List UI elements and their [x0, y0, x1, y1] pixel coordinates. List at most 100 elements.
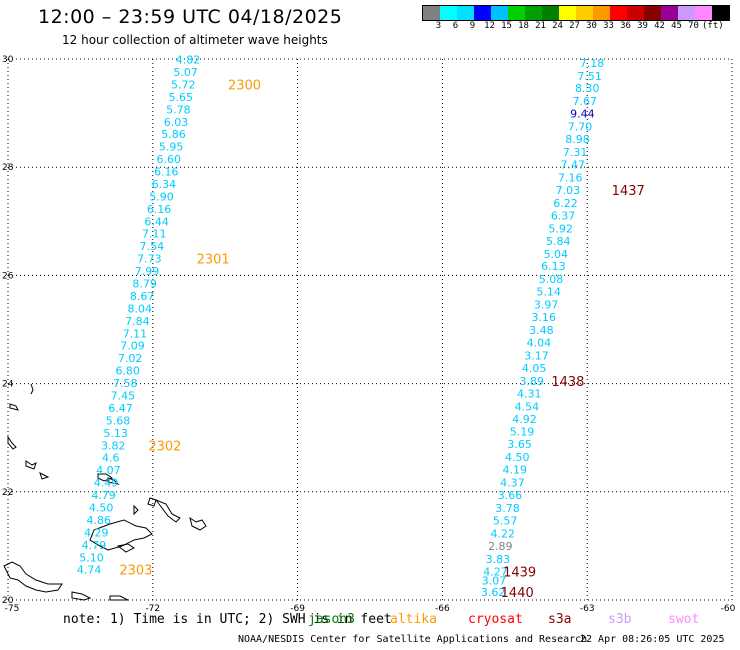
- island-outline: [154, 498, 181, 523]
- wave-height-value: 6.47: [108, 402, 133, 415]
- color-scale-label: 27: [569, 21, 580, 31]
- wave-height-value: 4.54: [515, 400, 540, 413]
- color-swatch: [593, 6, 610, 20]
- color-scale-label: 6: [452, 21, 459, 31]
- wave-height-value: 7.03: [556, 184, 581, 197]
- wave-height-value: 7.11: [123, 327, 148, 340]
- color-swatch: [491, 6, 508, 20]
- color-scale-label: 18: [518, 21, 529, 31]
- wave-height-value: 7.84: [125, 315, 150, 328]
- wave-height-value: 6.60: [156, 153, 181, 166]
- wave-height-value: 3.17: [524, 349, 549, 362]
- wave-height-value: 6.16: [147, 203, 172, 216]
- wave-height-value: 6.22: [553, 197, 578, 210]
- wave-height-value: 6.16: [154, 166, 179, 179]
- color-scale-label: 24: [552, 21, 563, 31]
- wave-height-value: 7.58: [113, 377, 138, 390]
- wave-height-value: 4.79: [91, 489, 116, 502]
- satellite-legend-s3b: s3b: [608, 612, 632, 627]
- wave-height-value: 4.74: [77, 564, 102, 577]
- satellite-legend-altika: altika: [390, 612, 437, 627]
- credit-text: NOAA/NESDIS Center for Satellite Applica…: [238, 634, 588, 645]
- color-swatch: [712, 6, 729, 20]
- satellite-legend-cryosat: cryosat: [468, 612, 523, 627]
- wave-height-value: 3.48: [529, 324, 554, 337]
- wave-height-value: 4.04: [527, 336, 552, 349]
- wave-height-value: 5.95: [159, 141, 184, 154]
- wave-height-value: 4.27: [483, 565, 508, 578]
- color-swatch: [457, 6, 474, 20]
- wave-height-value: 5.92: [548, 222, 573, 235]
- color-scale-label: (ft): [702, 21, 724, 31]
- color-swatch: [474, 6, 491, 20]
- color-scale-label: 12: [484, 21, 495, 31]
- island-outline: [147, 497, 157, 507]
- wave-height-value: 7.70: [568, 121, 593, 134]
- wave-height-value: 5.19: [510, 426, 535, 439]
- wave-height-value: 9.44: [570, 108, 595, 121]
- pass-time-label: 1437: [612, 184, 645, 199]
- wave-height-value: 5.78: [166, 103, 191, 116]
- wave-height-value: 5.68: [106, 414, 131, 427]
- island-outline: [30, 383, 34, 395]
- color-swatch: [542, 6, 559, 20]
- color-scale-label: 36: [620, 21, 631, 31]
- wave-height-value: 4.07: [96, 464, 121, 477]
- color-swatch: [661, 6, 678, 20]
- color-scale-bar: [422, 5, 730, 21]
- island-outline: [71, 591, 92, 601]
- axis-tick-labels: -75 -72 -69 -66 -63 -60 30 28 26 24 22 20: [2, 55, 736, 614]
- island-outline: [189, 516, 207, 531]
- wave-height-value: 7.31: [563, 146, 588, 159]
- latitude-tick-label: 28: [2, 163, 14, 173]
- wave-height-value: 7.11: [142, 228, 167, 241]
- color-swatch: [678, 6, 695, 20]
- island-outline: [133, 504, 139, 516]
- wave-height-value: 5.86: [161, 128, 186, 141]
- color-scale-label: 30: [586, 21, 597, 31]
- wave-height-value: 7.16: [558, 171, 583, 184]
- color-scale-label: 21: [535, 21, 546, 31]
- wave-height-value: 4.49: [94, 477, 119, 490]
- wave-height-value: 8.79: [132, 278, 157, 291]
- wave-height-value: 4.82: [176, 54, 201, 67]
- satellite-track-right: 7.187.518.307.679.447.708.987.317.477.16…: [481, 57, 645, 601]
- pass-time-label: 1438: [551, 375, 584, 390]
- island-outline: [39, 472, 50, 480]
- color-scale-labels: 3 6 9 12 15 18 21 24 27 30 33 36 39 42 45 70 (ft): [422, 21, 740, 33]
- wave-height-value: 7.99: [135, 265, 160, 278]
- wave-height-value: 5.07: [173, 66, 198, 79]
- wave-height-value: 5.65: [169, 91, 194, 104]
- wave-height-value: 4.50: [505, 451, 530, 464]
- wave-height-value: 7.09: [120, 340, 145, 353]
- wave-height-value: 3.62: [481, 586, 506, 599]
- pass-time-label: 2301: [197, 253, 230, 268]
- wave-height-value: 3.65: [507, 438, 532, 451]
- page-subtitle: 12 hour collection of altimeter wave hei…: [62, 33, 328, 47]
- wave-height-value: 3.66: [498, 489, 523, 502]
- wave-height-value: 7.51: [577, 70, 602, 83]
- wave-height-value: 7.73: [137, 253, 162, 266]
- wave-height-value: 8.98: [565, 133, 590, 146]
- color-swatch: [627, 6, 644, 20]
- color-scale-label: 33: [603, 21, 614, 31]
- wave-height-value: 6.44: [144, 215, 169, 228]
- color-swatch: [508, 6, 525, 20]
- wave-height-value: 5.14: [536, 286, 561, 299]
- island-outline: [3, 561, 63, 593]
- wave-height-value: 4.31: [517, 387, 542, 400]
- wave-height-value: 4.50: [89, 501, 114, 514]
- wave-height-value: 4.22: [490, 527, 515, 540]
- latitude-tick-label: 26: [2, 271, 14, 281]
- wave-height-value: 8.67: [130, 290, 155, 303]
- wave-height-value: 6.80: [115, 365, 140, 378]
- pass-time-label: 1440: [501, 586, 534, 601]
- wave-height-value: 6.34: [152, 178, 177, 191]
- wave-height-value: 8.04: [128, 302, 153, 315]
- wave-height-value: 3.89: [519, 375, 544, 388]
- wave-height-value: 5.04: [544, 248, 569, 261]
- color-scale-label: 9: [469, 21, 476, 31]
- wave-height-value: 7.54: [140, 240, 165, 253]
- wave-height-value: 3.78: [495, 502, 520, 515]
- color-swatch: [576, 6, 593, 20]
